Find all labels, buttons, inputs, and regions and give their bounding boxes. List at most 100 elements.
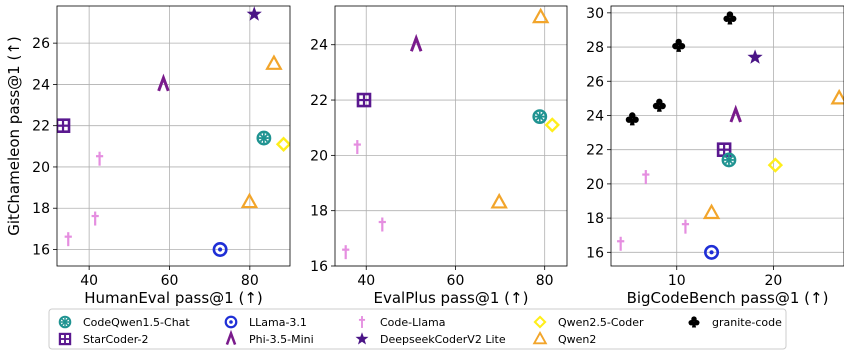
legend-label: Qwen2.5-Coder	[558, 316, 644, 329]
point-phi-3-5-mini	[729, 104, 742, 123]
point-code-llama	[353, 140, 361, 155]
x-tick-label: 60	[447, 273, 465, 289]
point-qwen2-5-coder	[275, 136, 290, 152]
legend-label: CodeQwen1.5-Chat	[83, 316, 190, 329]
y-axis-label: GitChameleon pass@1 (↑)	[5, 36, 23, 235]
x-tick-label: 10	[668, 273, 686, 289]
point-phi-3-5-mini	[157, 73, 170, 92]
y-tick-label: 16	[32, 242, 50, 258]
x-tick-label: 80	[241, 273, 259, 289]
legend-marker-granite-code	[688, 316, 700, 328]
legend-entry-qwen2: Qwen2	[532, 330, 596, 346]
data-points	[57, 6, 290, 257]
point-llama-3-1	[212, 241, 228, 257]
x-tick-label: 20	[765, 273, 783, 289]
point-deepseekcoderv2-lite	[246, 6, 262, 21]
legend-label: LLama-3.1	[249, 316, 307, 329]
legend-marker-starcoder-2	[58, 332, 72, 346]
legend-entry-qwen2-5-coder: Qwen2.5-Coder	[533, 315, 644, 329]
y-tick-label: 22	[32, 119, 50, 135]
legend-entry-granite-code: granite-code	[688, 316, 782, 329]
point-code-llama	[342, 245, 350, 260]
x-axis-label: BigCodeBench pass@1 (↑)	[627, 289, 829, 307]
legend-entry-codeqwen1-5-chat: CodeQwen1.5-Chat	[58, 315, 190, 329]
y-tick-label: 26	[586, 74, 604, 90]
legend-marker-codeqwen1-5-chat	[58, 315, 72, 329]
plot-frame	[334, 5, 568, 267]
data-points	[617, 11, 844, 260]
legend-marker-qwen2	[532, 330, 548, 345]
point-qwen2	[265, 54, 283, 70]
x-tick-label: 80	[536, 273, 554, 289]
point-granite-code	[625, 112, 639, 126]
legend-marker-qwen2-5-coder	[533, 315, 547, 329]
y-tick-label: 20	[586, 177, 604, 193]
point-granite-code	[652, 98, 666, 112]
y-tick-label: 24	[32, 77, 50, 93]
point-granite-code	[672, 38, 686, 52]
legend-label: StarCoder-2	[83, 333, 149, 346]
point-qwen2-5-coder	[767, 157, 784, 173]
x-axis-label: HumanEval pass@1 (↑)	[84, 289, 263, 307]
legend-marker-code-llama	[358, 316, 366, 328]
y-tick-label: 22	[586, 143, 604, 159]
x-tick-label: 60	[161, 273, 179, 289]
y-tick-label: 30	[586, 6, 604, 22]
legend-marker-deepseekcoderv2-lite	[355, 332, 369, 345]
point-codeqwen1-5-chat	[721, 152, 737, 168]
point-deepseekcoderv2-lite	[747, 49, 763, 64]
y-tick-label: 18	[32, 201, 50, 217]
legend-entry-llama-3-1: LLama-3.1	[224, 315, 307, 329]
point-code-llama	[378, 217, 386, 232]
point-code-llama	[64, 232, 72, 247]
legend-label: DeepseekCoderV2 Lite	[380, 333, 506, 346]
data-points	[342, 7, 560, 260]
y-tick-label: 24	[310, 38, 328, 54]
point-starcoder-2	[57, 118, 71, 133]
point-granite-code	[723, 11, 737, 25]
legend-entry-phi-3-5-mini: Phi-3.5-Mini	[225, 329, 314, 346]
legend-label: Phi-3.5-Mini	[249, 333, 314, 346]
point-code-llama	[617, 236, 625, 251]
y-tick-label: 26	[32, 36, 50, 52]
point-starcoder-2	[356, 92, 372, 108]
chart-panel-2: 40 60 80 16 18 20 22 24 EvalPlus pass@1 (↑)	[310, 5, 568, 307]
plot-frame	[56, 5, 291, 267]
chart-panel-1: 40 60 80 16 18 20 22 24 26 HumanEval pass@1 (↑) Gi…	[5, 5, 291, 307]
point-qwen2	[702, 203, 721, 220]
x-tick-label: 40	[357, 273, 375, 289]
point-phi-3-5-mini	[409, 33, 423, 52]
legend-entry-deepseekcoderv2-lite: DeepseekCoderV2 Lite	[355, 332, 506, 346]
y-tick-label: 18	[310, 204, 328, 220]
point-llama-3-1	[704, 244, 720, 260]
plot-frame	[610, 5, 844, 267]
point-qwen2	[830, 88, 844, 105]
point-code-llama	[642, 170, 650, 185]
y-tick-label: 22	[310, 93, 328, 109]
point-codeqwen1-5-chat	[532, 109, 548, 125]
y-tick-label: 18	[586, 211, 604, 227]
point-qwen2	[531, 7, 550, 24]
point-code-llama	[95, 151, 104, 166]
point-qwen2	[240, 192, 259, 209]
y-tick-label: 16	[310, 259, 328, 275]
point-qwen2-5-coder	[544, 117, 560, 133]
legend-marker-llama-3-1	[224, 315, 238, 329]
point-qwen2	[490, 192, 508, 209]
y-tick-label: 16	[586, 245, 604, 261]
legend-label: Code-Llama	[380, 316, 446, 329]
x-axis-label: EvalPlus pass@1 (↑)	[374, 289, 529, 307]
legend-marker-phi-3-5-mini	[225, 329, 237, 345]
legend-entry-code-llama: Code-Llama	[358, 316, 446, 329]
legend-entry-starcoder-2: StarCoder-2	[58, 332, 149, 346]
x-tick-label: 40	[80, 273, 98, 289]
legend: CodeQwen1.5-Chat LLama-3.1 Code-Llama Qwen2…	[48, 308, 787, 350]
legend-label: Qwen2	[558, 333, 596, 346]
legend-label: granite-code	[712, 316, 782, 329]
y-tick-label: 28	[586, 40, 604, 56]
point-code-llama	[681, 219, 690, 234]
point-code-llama	[91, 211, 99, 226]
y-tick-label: 24	[586, 108, 604, 124]
chart-panel-3: 10 20 16 18 20 22 24 26 28 30 BigCodeBench pass@1 …	[586, 5, 844, 307]
point-codeqwen1-5-chat	[256, 130, 272, 146]
